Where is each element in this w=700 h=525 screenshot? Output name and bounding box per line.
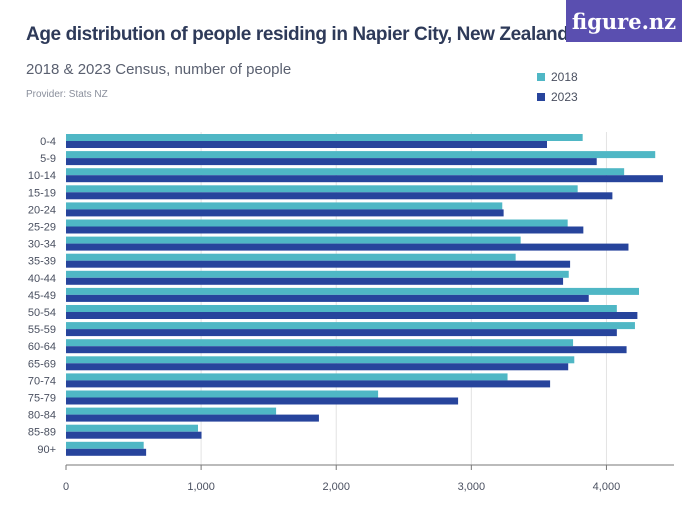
bar-2018-35-39 [66, 253, 516, 261]
legend-swatch-2018 [537, 73, 545, 81]
legend-label: 2023 [551, 90, 578, 104]
y-category-label: 50-54 [28, 307, 56, 319]
y-category-label: 45-49 [28, 290, 56, 302]
bar-2023-0-4 [66, 141, 547, 148]
bar-2018-20-24 [66, 202, 503, 210]
bar-2023-40-44 [66, 277, 564, 285]
bar-2018-70-74 [66, 373, 508, 381]
bar-2023-30-34 [66, 243, 629, 251]
bar-2023-60-64 [66, 346, 627, 354]
y-category-label: 90+ [37, 444, 56, 456]
bar-2018-55-59 [66, 322, 635, 330]
bar-2023-10-14 [66, 175, 663, 183]
bar-2023-65-69 [66, 363, 569, 371]
chart-title: Age distribution of people residing in N… [26, 24, 569, 45]
provider-text: Provider: Stats NZ [26, 89, 108, 100]
bar-2018-40-44 [66, 270, 569, 278]
chart-subtitle: 2018 & 2023 Census, number of people [26, 61, 292, 78]
bar-2018-5-9 [66, 151, 656, 159]
y-category-label: 30-34 [28, 239, 56, 251]
bar-2023-45-49 [66, 294, 589, 302]
bar-2018-15-19 [66, 185, 578, 193]
x-tick-label: 0 [63, 481, 69, 493]
y-category-label: 20-24 [28, 204, 56, 216]
y-category-label: 40-44 [28, 273, 56, 285]
bar-2018-0-4 [66, 134, 583, 141]
x-tick-label: 2,000 [322, 481, 350, 493]
bar-2018-25-29 [66, 219, 568, 227]
y-category-label: 55-59 [28, 324, 56, 336]
y-category-label: 85-89 [28, 427, 56, 439]
y-category-label: 15-19 [28, 187, 56, 199]
bar-2018-60-64 [66, 339, 574, 347]
y-category-label: 70-74 [28, 375, 56, 387]
bar-2018-45-49 [66, 287, 640, 295]
bar-2023-85-89 [66, 431, 202, 439]
bar-2023-50-54 [66, 312, 638, 319]
bar-2018-90+ [66, 441, 144, 449]
bar-2018-65-69 [66, 356, 575, 364]
y-category-label: 80-84 [28, 410, 56, 422]
y-category-label: 65-69 [28, 358, 56, 370]
bar-2023-5-9 [66, 158, 597, 166]
legend-item-2023: 2023 [537, 90, 578, 104]
legend-swatch-2023 [537, 93, 545, 101]
bar-2018-85-89 [66, 424, 199, 432]
bar-2023-90+ [66, 448, 147, 456]
y-category-label: 10-14 [28, 170, 56, 182]
y-category-label: 5-9 [40, 153, 56, 165]
x-tick-label: 4,000 [593, 481, 621, 493]
bar-2023-25-29 [66, 226, 584, 234]
x-tick-label: 3,000 [458, 481, 486, 493]
bar-2023-75-79 [66, 397, 459, 405]
legend-label: 2018 [551, 70, 578, 84]
y-category-label: 75-79 [28, 393, 56, 405]
y-category-label: 0-4 [40, 136, 56, 148]
bar-2018-10-14 [66, 168, 625, 176]
legend-item-2018: 2018 [537, 70, 578, 84]
y-category-label: 35-39 [28, 256, 56, 268]
y-category-label: 60-64 [28, 341, 56, 353]
bar-2018-75-79 [66, 390, 379, 398]
bar-2018-30-34 [66, 236, 521, 244]
bar-2023-15-19 [66, 192, 613, 200]
bar-2023-20-24 [66, 209, 504, 217]
bar-2023-35-39 [66, 260, 571, 268]
bar-2023-70-74 [66, 380, 551, 388]
bar-2023-55-59 [66, 329, 617, 337]
y-category-label: 25-29 [28, 222, 56, 234]
bar-2023-80-84 [66, 414, 319, 422]
figure-nz-logo[interactable]: figure.nz [566, 0, 682, 42]
x-tick-label: 1,000 [187, 481, 215, 493]
bar-2018-50-54 [66, 305, 617, 312]
bar-2018-80-84 [66, 407, 277, 415]
